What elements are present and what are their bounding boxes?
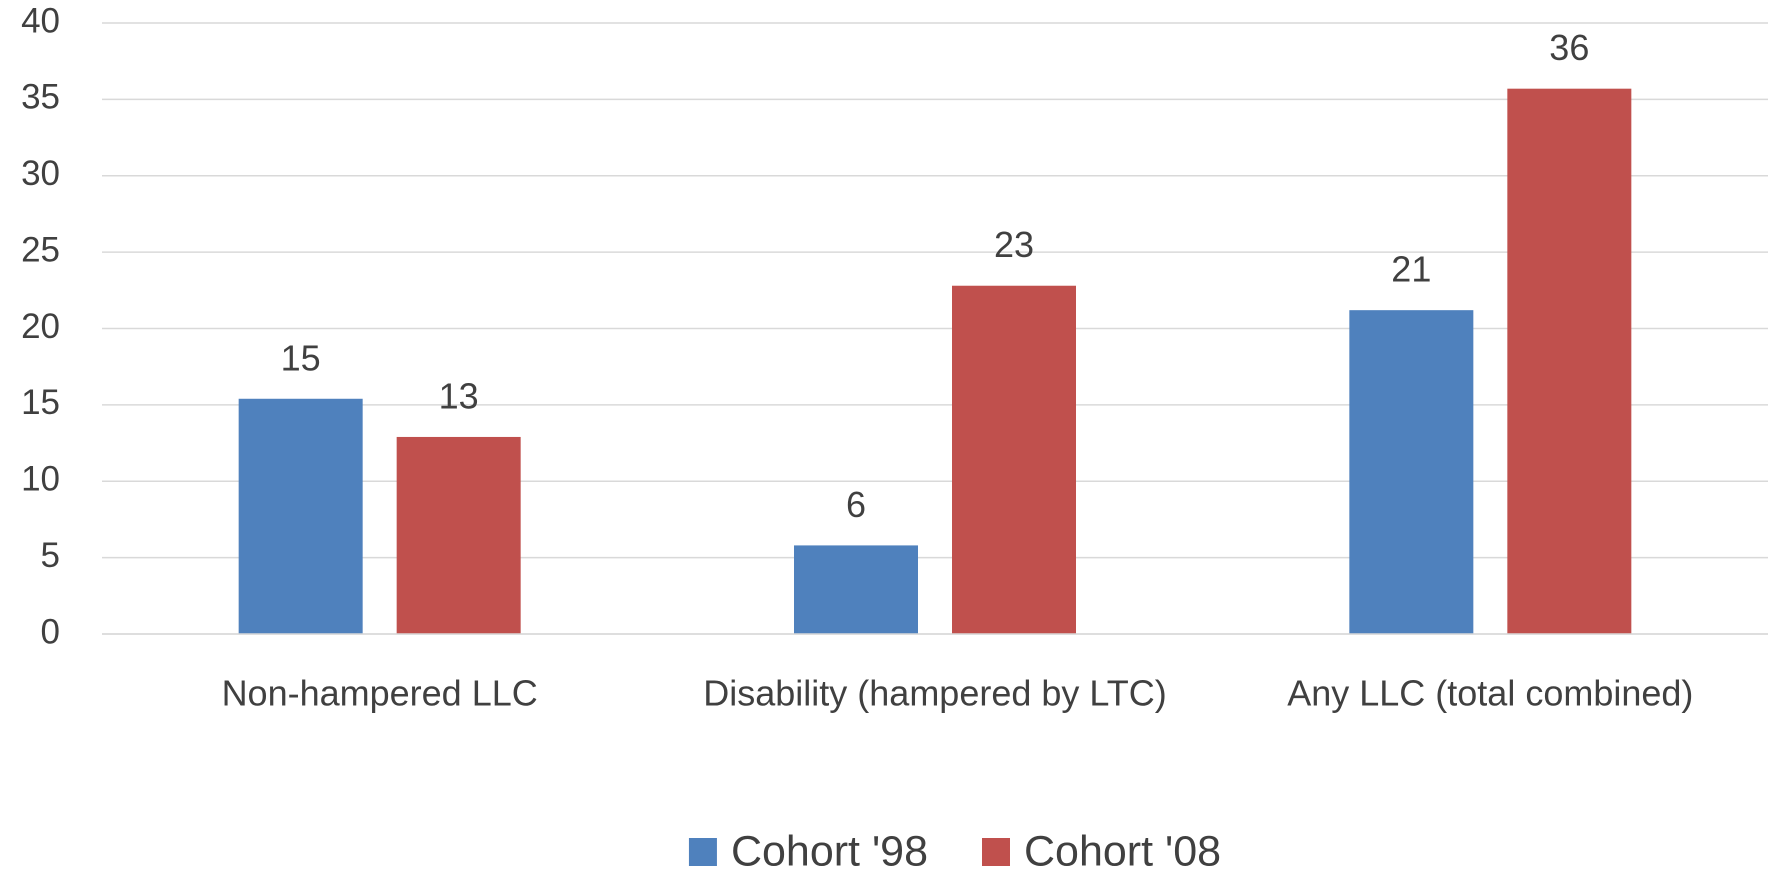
y-tick-label: 35 — [21, 78, 60, 117]
y-tick-label: 15 — [21, 383, 60, 422]
y-tick-label: 10 — [21, 460, 60, 499]
x-tick-label: Non-hampered LLC — [222, 673, 538, 714]
bar — [794, 545, 918, 634]
data-label: 15 — [281, 337, 321, 378]
legend-swatch — [982, 838, 1010, 866]
legend-label: Cohort '98 — [731, 827, 928, 875]
data-label: 6 — [846, 484, 866, 525]
y-tick-label: 25 — [21, 230, 60, 269]
bar — [952, 285, 1076, 634]
data-label: 21 — [1391, 249, 1431, 290]
data-label: 23 — [994, 224, 1034, 265]
y-tick-label: 40 — [21, 1, 60, 40]
y-tick-label: 0 — [41, 612, 60, 651]
bar — [1507, 88, 1632, 635]
bar — [238, 398, 363, 634]
bar — [396, 436, 521, 634]
legend-swatch — [688, 838, 717, 866]
data-label: 13 — [439, 375, 479, 416]
legend-label: Cohort '08 — [1024, 827, 1221, 875]
x-tick-label: Any LLC (total combined) — [1287, 673, 1693, 714]
bar — [1349, 310, 1474, 634]
y-tick-label: 20 — [21, 307, 60, 346]
y-tick-label: 5 — [41, 536, 60, 575]
x-tick-label: Disability (hampered by LTC) — [703, 673, 1166, 714]
data-label: 36 — [1549, 27, 1589, 68]
y-tick-label: 30 — [21, 154, 60, 193]
